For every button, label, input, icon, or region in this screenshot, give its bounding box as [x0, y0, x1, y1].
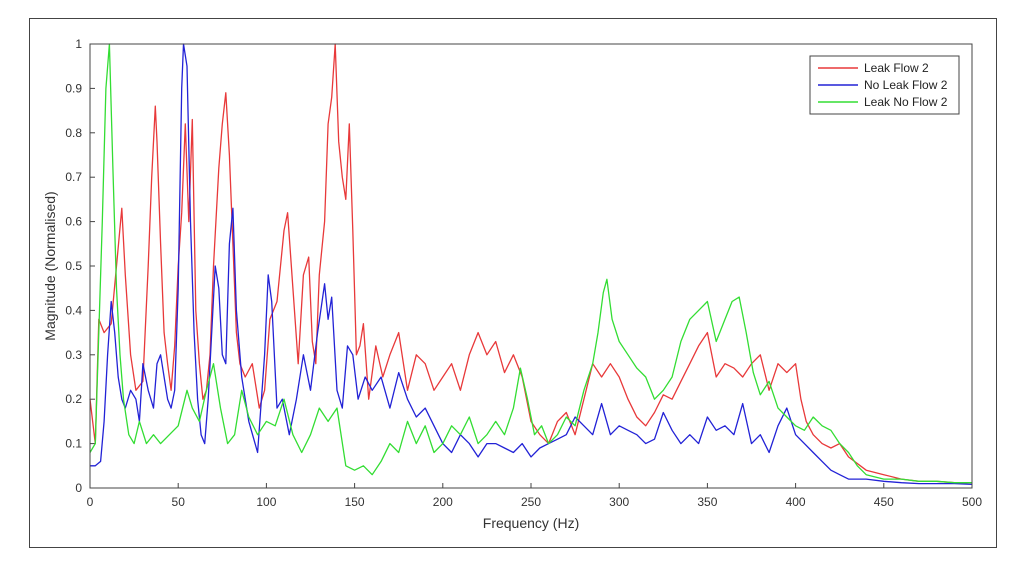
x-tick-label: 100 — [256, 495, 276, 509]
y-tick-label: 0.8 — [65, 126, 82, 140]
y-tick-label: 0.4 — [65, 303, 82, 317]
y-tick-label: 0.2 — [65, 392, 82, 406]
ticks-layer: 0 50 100 150 200 250 300 350 400 450 500 0 0.1 0.2 0.3… — [65, 37, 982, 509]
y-tick-label: 0.3 — [65, 348, 82, 362]
y-tick-label: 0.5 — [65, 259, 82, 273]
leak-no-flow-2-line — [89, 43, 972, 484]
x-tick-label: 350 — [697, 495, 717, 509]
x-tick-label: 450 — [874, 495, 894, 509]
x-tick-label: 200 — [433, 495, 453, 509]
legend-label: Leak No Flow 2 — [864, 95, 948, 109]
y-tick-label: 0.7 — [65, 170, 82, 184]
x-axis-title: Frequency (Hz) — [483, 515, 579, 531]
no-leak-flow-2-line — [90, 43, 973, 486]
x-tick-label: 400 — [786, 495, 806, 509]
x-tick-label: 250 — [521, 495, 541, 509]
x-tick-label: 500 — [962, 495, 982, 509]
series-layer — [89, 43, 973, 486]
x-tick-label: 50 — [172, 495, 186, 509]
y-axis-title: Magnitude (Normalised) — [42, 191, 58, 340]
y-tick-label: 0 — [75, 481, 82, 495]
x-tick-label: 300 — [609, 495, 629, 509]
leak-flow-2-line — [89, 43, 972, 484]
legend-label: Leak Flow 2 — [864, 61, 929, 75]
legend: Leak Flow 2 No Leak Flow 2 Leak No Flow 2 — [809, 55, 960, 115]
plot-area — [89, 43, 973, 489]
x-tick-label: 150 — [345, 495, 365, 509]
y-tick-label: 1 — [75, 37, 82, 51]
y-tick-label: 0.9 — [65, 81, 82, 95]
y-tick-label: 0.1 — [65, 437, 82, 451]
x-tick-label: 0 — [87, 495, 94, 509]
y-tick-label: 0.6 — [65, 215, 82, 229]
legend-label: No Leak Flow 2 — [864, 78, 948, 92]
